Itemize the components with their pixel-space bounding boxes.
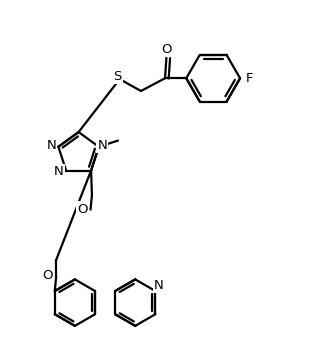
Text: N: N (46, 139, 56, 152)
Text: F: F (245, 72, 253, 85)
Text: O: O (42, 269, 52, 282)
Text: O: O (162, 43, 172, 56)
Text: N: N (97, 139, 107, 152)
Text: N: N (54, 165, 64, 178)
Text: N: N (154, 279, 164, 293)
Text: S: S (113, 70, 121, 83)
Text: O: O (77, 202, 87, 215)
